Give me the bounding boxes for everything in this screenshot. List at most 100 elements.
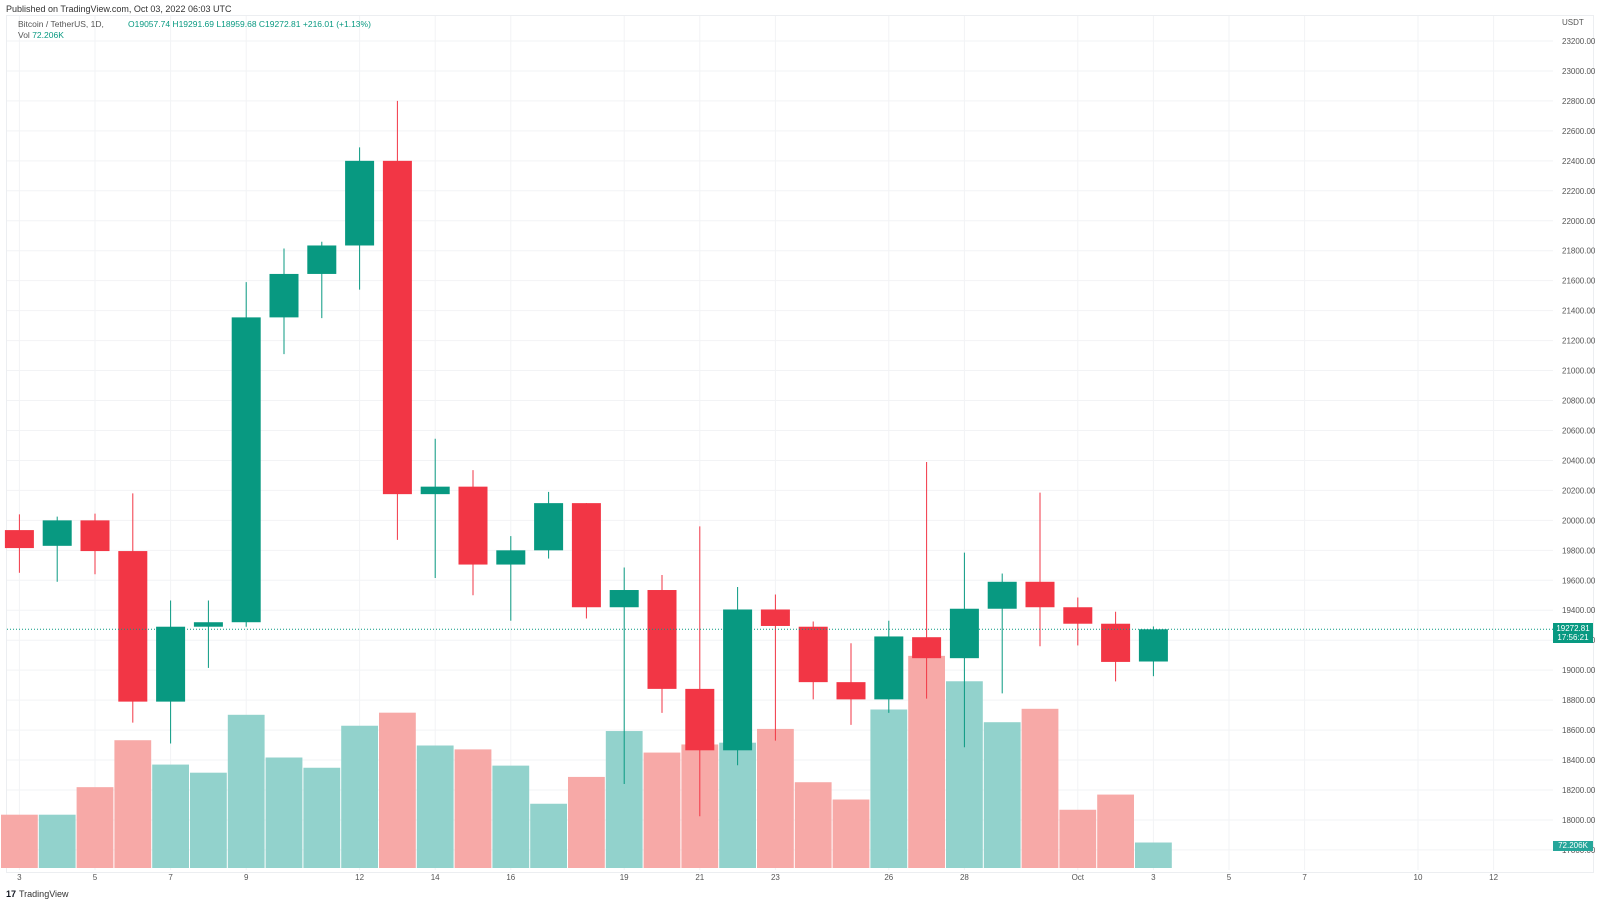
- volume-bar: [265, 757, 303, 868]
- candle-body[interactable]: [949, 608, 979, 659]
- date-tick: 28: [960, 873, 969, 882]
- candle-body[interactable]: [80, 520, 110, 552]
- candle-body[interactable]: [42, 520, 72, 546]
- price-tick: 20400.00: [1562, 456, 1596, 465]
- candle-body[interactable]: [534, 503, 564, 551]
- candle-body[interactable]: [912, 637, 942, 659]
- price-tick: 18600.00: [1562, 726, 1596, 735]
- candle-body[interactable]: [723, 609, 753, 751]
- date-tick: 12: [1489, 873, 1498, 882]
- candles: [4, 100, 1168, 817]
- candle-body[interactable]: [1101, 623, 1131, 662]
- volume-bar: [1, 814, 38, 868]
- tradingview-logo-icon: 17: [6, 889, 17, 899]
- volume-bar: [38, 814, 76, 868]
- candle-body[interactable]: [571, 503, 601, 608]
- volume-bar: [568, 776, 605, 868]
- volume-label: Vol: [18, 30, 30, 40]
- candle-body[interactable]: [987, 581, 1017, 609]
- volume-bar: [303, 767, 341, 868]
- price-tick: 18400.00: [1562, 756, 1596, 765]
- date-tick: 5: [93, 873, 98, 882]
- brand-name: TradingView: [19, 889, 69, 899]
- volume-bar: [416, 745, 454, 868]
- chart-legend: Bitcoin / TetherUS, 1D, O19057.74 H19291…: [18, 19, 371, 41]
- volume-bar: [1097, 794, 1134, 868]
- footer-brand[interactable]: 17 TradingView: [6, 889, 69, 899]
- price-tick: 19400.00: [1562, 606, 1596, 615]
- candle-body[interactable]: [647, 590, 677, 689]
- candle-body[interactable]: [874, 636, 904, 700]
- candle-body[interactable]: [685, 688, 715, 751]
- published-note: Published on TradingView.com, Oct 03, 20…: [6, 4, 232, 14]
- time-axis[interactable]: 3 5 7 9 12 14 16 19 21 23 26 28 Oct 3 5 7 10 12: [17, 873, 1498, 882]
- candle-body[interactable]: [458, 486, 488, 565]
- candle-body[interactable]: [118, 551, 148, 702]
- candle-body[interactable]: [420, 486, 450, 495]
- date-tick: 5: [1227, 873, 1232, 882]
- volume-bar: [227, 714, 265, 868]
- volume-bar: [530, 803, 567, 868]
- bar-countdown: 17:56:21: [1557, 633, 1589, 643]
- price-tick: 22400.00: [1562, 157, 1596, 166]
- volume-bar: [1059, 809, 1097, 868]
- currency-label: USDT: [1562, 18, 1584, 27]
- date-tick: Oct: [1072, 873, 1085, 882]
- volume-bar: [983, 722, 1021, 868]
- date-tick: 19: [620, 873, 629, 882]
- volume-bar: [794, 782, 832, 868]
- volume-tag: 72.206K: [1553, 841, 1593, 851]
- volume-bar: [643, 752, 681, 868]
- candle-body[interactable]: [760, 609, 790, 626]
- volume-bar: [152, 764, 189, 868]
- candle-body[interactable]: [231, 317, 261, 623]
- price-tick: 21600.00: [1562, 277, 1596, 286]
- price-tick: 22800.00: [1562, 97, 1596, 106]
- price-tick: 18000.00: [1562, 816, 1596, 825]
- current-price-value: 19272.81: [1556, 624, 1590, 634]
- candle-body[interactable]: [193, 622, 223, 627]
- candle-body[interactable]: [269, 273, 299, 318]
- candle-body[interactable]: [1138, 629, 1168, 662]
- candle-body[interactable]: [307, 245, 337, 274]
- candle-body[interactable]: [156, 626, 186, 702]
- candle-body[interactable]: [798, 626, 828, 683]
- volume-value: 72.206K: [32, 30, 64, 40]
- price-axis[interactable]: 17800.0018000.0018200.0018400.0018600.00…: [1562, 37, 1596, 855]
- candle-body[interactable]: [1025, 581, 1055, 608]
- date-tick: 21: [695, 873, 704, 882]
- price-tick: 23200.00: [1562, 37, 1596, 46]
- price-tick: 19600.00: [1562, 576, 1596, 585]
- chart-frame: [6, 15, 1594, 873]
- symbol-title[interactable]: Bitcoin / TetherUS, 1D,: [18, 19, 104, 29]
- price-tick: 20800.00: [1562, 397, 1596, 406]
- price-tick: 18800.00: [1562, 696, 1596, 705]
- candle-body[interactable]: [382, 160, 412, 495]
- candle-body[interactable]: [836, 682, 866, 700]
- candle-body[interactable]: [4, 530, 34, 549]
- volume-bar: [757, 728, 794, 868]
- volume-bar: [492, 765, 530, 868]
- volume-bar: [832, 799, 870, 868]
- price-tick: 21000.00: [1562, 367, 1596, 376]
- volume-bar: [1021, 708, 1059, 868]
- candle-body[interactable]: [609, 590, 639, 608]
- price-tick: 22000.00: [1562, 217, 1596, 226]
- volume-bar: [114, 740, 152, 868]
- date-tick: 26: [884, 873, 893, 882]
- date-tick: 14: [431, 873, 440, 882]
- volume-bar: [341, 725, 378, 868]
- volume-bar: [76, 787, 114, 868]
- ohlc-values: O19057.74 H19291.69 L18959.68 C19272.81 …: [128, 19, 371, 29]
- volume-bar: [870, 709, 908, 868]
- volume-legend[interactable]: Vol 72.206K: [18, 30, 104, 41]
- price-tick: 20000.00: [1562, 516, 1596, 525]
- candle-body[interactable]: [1063, 607, 1093, 624]
- price-tick: 21400.00: [1562, 307, 1596, 316]
- date-tick: 9: [244, 873, 249, 882]
- candle-body[interactable]: [496, 550, 526, 565]
- price-tick: 19800.00: [1562, 546, 1596, 555]
- price-tick: 23000.00: [1562, 67, 1596, 76]
- candle-body[interactable]: [345, 160, 375, 246]
